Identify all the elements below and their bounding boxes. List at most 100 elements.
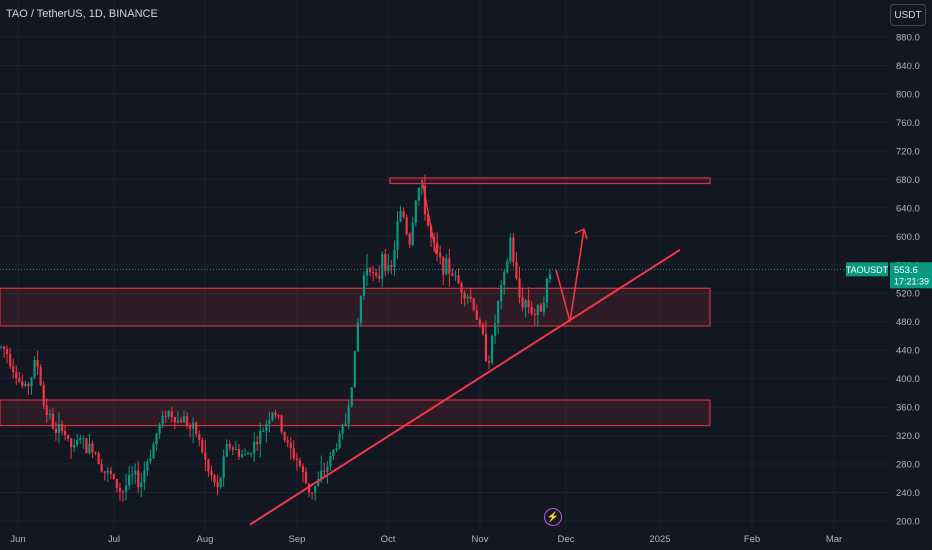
candle-body	[140, 482, 143, 488]
upper-demand-zone	[0, 287, 711, 327]
candle-body	[164, 415, 167, 417]
candle-body	[192, 422, 195, 429]
candle-body	[417, 187, 420, 201]
candle-body	[24, 383, 27, 386]
candle-body	[518, 278, 521, 298]
candle-body	[484, 333, 488, 362]
candle-body	[530, 306, 533, 314]
candle-body	[426, 214, 430, 226]
candle-body	[429, 225, 433, 238]
candle-body	[463, 293, 466, 299]
candle-body	[500, 284, 503, 302]
candle-body	[481, 324, 484, 334]
candle-body	[317, 479, 320, 486]
candle-body	[542, 302, 545, 312]
y-tick-label: 320.0	[896, 431, 920, 442]
candle-body	[469, 296, 472, 299]
candle-body	[420, 185, 423, 188]
y-tick-label: 520.0	[896, 289, 920, 300]
candle-body	[94, 452, 97, 454]
candle-body	[375, 272, 378, 276]
candle-body	[204, 452, 207, 460]
candle-body	[283, 432, 286, 440]
candle-body	[228, 443, 231, 448]
projection-arrow	[555, 229, 585, 322]
candle-body	[155, 433, 158, 445]
candle-body	[21, 381, 24, 386]
candle-body	[268, 420, 271, 424]
candle-body	[448, 258, 451, 274]
candle-body	[207, 459, 210, 472]
candle-body	[9, 353, 12, 366]
candle-body	[109, 470, 112, 475]
candle-body	[314, 485, 317, 493]
candle-body	[445, 258, 448, 275]
candle-body	[433, 237, 436, 243]
candle-body	[271, 412, 274, 421]
candle-body	[274, 412, 277, 416]
candle-body	[106, 470, 109, 473]
candle-body	[70, 438, 73, 448]
candle-body	[326, 466, 329, 472]
candle-body	[487, 361, 491, 363]
candle-body	[67, 434, 70, 439]
candle-body	[54, 428, 57, 433]
candle-body	[378, 275, 381, 279]
candle-body	[259, 430, 262, 444]
candle-body	[460, 283, 463, 294]
candle-body	[225, 443, 228, 457]
y-tick-label: 240.0	[896, 488, 920, 499]
candle-body	[301, 466, 305, 473]
candle-body	[256, 441, 259, 444]
candle-body	[73, 445, 76, 448]
drop-arrow	[421, 179, 437, 255]
candle-body	[167, 411, 170, 417]
candle-body	[170, 411, 173, 418]
countdown-label: 17:21:39	[894, 276, 929, 286]
candle-body	[161, 415, 164, 425]
y-tick-label: 360.0	[896, 403, 920, 414]
symbol-label: TAOUSDT	[846, 265, 889, 275]
candle-body	[213, 475, 216, 483]
candle-body	[506, 261, 509, 272]
candle-body	[457, 275, 460, 284]
lower-demand-zone	[0, 399, 711, 427]
price-axis: 880.0 840.0 800.0 760.0 720.0 680.0 640.0 600.0…	[896, 33, 920, 528]
candle-body	[442, 257, 445, 275]
candle-body	[368, 268, 372, 273]
y-tick-label: 760.0	[896, 118, 920, 129]
candle-body	[237, 449, 240, 457]
candle-body	[85, 438, 88, 454]
candle-body	[42, 385, 45, 406]
candle-body	[280, 415, 283, 433]
candle-body	[548, 274, 552, 280]
candle-body	[60, 424, 64, 432]
candle-body	[88, 443, 91, 454]
candle-body	[347, 405, 350, 424]
chart-title: TAO / TetherUS, 1D, BINANCE	[6, 8, 158, 20]
y-tick-label: 440.0	[896, 346, 920, 357]
chart-drawings	[249, 179, 681, 526]
candle-body	[33, 359, 36, 378]
candle-body	[97, 453, 100, 465]
candle-body	[423, 185, 427, 215]
candle-body	[115, 479, 118, 489]
candle-body	[497, 301, 500, 324]
candle-body	[131, 474, 134, 476]
candle-body	[436, 242, 439, 253]
candle-body	[250, 453, 253, 455]
candle-body	[36, 359, 39, 368]
y-tick-label: 880.0	[896, 33, 920, 44]
currency-button[interactable]: USDT	[890, 4, 926, 26]
candle-body	[48, 413, 51, 416]
candle-body	[356, 322, 359, 352]
candle-body	[475, 310, 478, 320]
candle-body	[466, 296, 469, 299]
candle-body	[298, 460, 301, 467]
y-tick-label: 400.0	[896, 374, 920, 385]
lightning-icon[interactable]: ⚡	[544, 508, 562, 526]
candle-body	[359, 296, 362, 323]
y-tick-label: 720.0	[896, 146, 920, 157]
candle-body	[329, 456, 332, 467]
